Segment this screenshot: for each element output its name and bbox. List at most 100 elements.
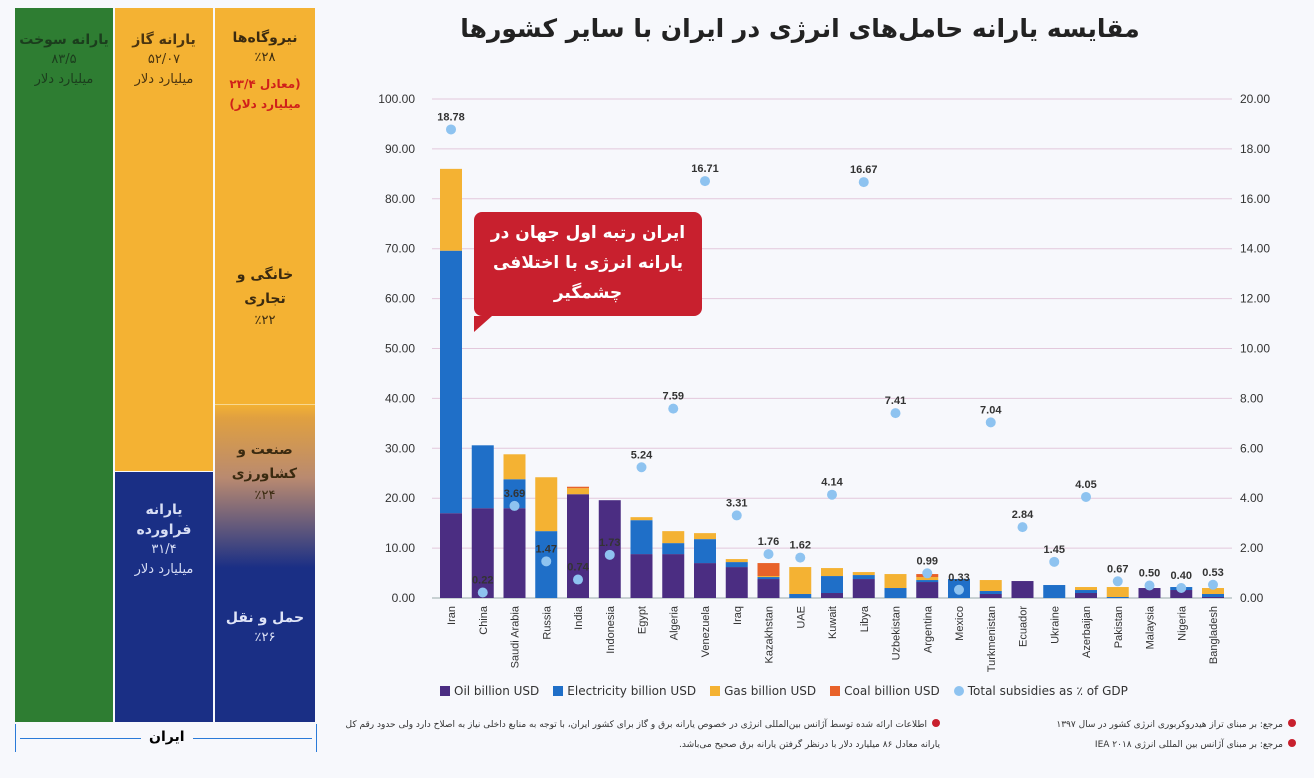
- gdp-point: [890, 408, 901, 419]
- x-tick-label: Azerbaijan: [1081, 606, 1093, 658]
- bar-electricity: [884, 588, 907, 598]
- bar-oil: [567, 494, 589, 598]
- bar-electricity: [1202, 594, 1224, 598]
- fuel-value: ۸۳/۵: [51, 52, 77, 67]
- gdp-point: [954, 584, 964, 595]
- bar-gas: [757, 576, 780, 578]
- gdp-data-label: 7.59: [663, 391, 684, 403]
- sector-transport-share: ٪۲۶: [254, 630, 276, 645]
- legend-item: Coal billion USD: [830, 684, 940, 698]
- gas-unit: میلیارد دلار: [134, 72, 194, 87]
- legend-swatch: [710, 686, 721, 696]
- x-tick-label: Russia: [541, 605, 553, 640]
- legend-swatch: [553, 686, 564, 696]
- legend-label: Coal billion USD: [844, 684, 940, 698]
- legend: Oil billion USD Electricity billion USD Ga…: [440, 684, 1128, 698]
- bar-gas: [1106, 587, 1129, 598]
- bullet-icon: [1288, 739, 1296, 747]
- bar-gas: [789, 567, 812, 595]
- sector-power-title: نیروگاه‌ها: [232, 30, 298, 46]
- gdp-data-label: 0.67: [1107, 563, 1128, 575]
- bar-electricity: [1043, 585, 1066, 598]
- x-tick-label: Iraq: [732, 606, 744, 625]
- bar-oil: [662, 554, 685, 598]
- y2-tick-label: 16.00: [1240, 192, 1270, 206]
- bar-gas: [1202, 588, 1224, 595]
- gdp-data-label: 4.14: [821, 477, 843, 489]
- sector-industry: صنعت و کشاورزی ٪۲۴: [215, 438, 315, 506]
- y-tick-label: 40.00: [385, 391, 415, 405]
- bar-electricity: [440, 250, 462, 514]
- gdp-point: [795, 552, 806, 563]
- y2-tick-label: 10.00: [1240, 342, 1270, 356]
- legend-item: Oil billion USD: [440, 684, 539, 698]
- legend-swatch: [830, 686, 841, 696]
- gdp-data-label: 0.74: [567, 562, 589, 574]
- bar-electricity: [662, 543, 685, 555]
- y2-tick-label: 6.00: [1240, 441, 1264, 455]
- reference-1: مرجع: بر مبنای تراز هیدروکربوری انرژی کش…: [1056, 715, 1296, 735]
- x-tick-label: Argentina: [922, 605, 934, 653]
- sector-power-share: ٪۲۸: [254, 50, 276, 65]
- bar-coal: [757, 563, 780, 577]
- gdp-data-label: 3.31: [726, 497, 747, 509]
- y-tick-label: 30.00: [385, 441, 415, 455]
- iran-bracket: ایران: [15, 724, 317, 752]
- bar-oil: [916, 582, 939, 598]
- y2-tick-label: 12.00: [1240, 292, 1270, 306]
- bar-gas: [694, 533, 716, 540]
- gdp-data-label: 0.50: [1139, 568, 1160, 580]
- reference-2-text: مرجع: بر مبنای آژانس بین المللی انرژی IE…: [1094, 740, 1283, 750]
- gdp-point: [636, 462, 647, 473]
- bar-electricity: [1106, 597, 1129, 598]
- bar-oil: [1075, 593, 1097, 598]
- gdp-point: [1017, 522, 1028, 533]
- bar-gas: [821, 568, 843, 577]
- sector-household-share: ٪۲۲: [254, 313, 276, 328]
- sector-household-title: خانگی و تجاری: [236, 267, 294, 307]
- y-tick-label: 50.00: [385, 342, 415, 356]
- x-tick-label: Algeria: [668, 605, 680, 640]
- bar-oil: [598, 500, 621, 598]
- bar-oil: [1138, 588, 1161, 598]
- remark-text: اطلاعات ارائه شده توسط آژانس بین‌المللی …: [345, 720, 940, 750]
- sector-industry-share: ٪۲۴: [254, 488, 276, 503]
- gdp-point: [1112, 576, 1123, 587]
- gdp-point: [827, 489, 837, 500]
- x-tick-label: Kazakhstan: [764, 606, 776, 663]
- bar-electricity: [789, 594, 812, 598]
- gdp-point: [858, 177, 869, 188]
- bar-oil: [979, 594, 1002, 598]
- y-tick-label: 10.00: [385, 541, 415, 555]
- legend-swatch: [953, 686, 964, 696]
- sector-industry-title: صنعت و کشاورزی: [231, 442, 297, 482]
- y2-tick-label: 2.00: [1240, 541, 1264, 555]
- bar-gas: [503, 454, 526, 480]
- gdp-point: [509, 500, 520, 511]
- gdp-point: [731, 510, 742, 521]
- gdp-data-label: 0.40: [1171, 570, 1192, 582]
- bar-oil: [1202, 597, 1224, 598]
- bar-gas: [440, 168, 462, 251]
- x-tick-label: Ecuador: [1018, 606, 1030, 647]
- gdp-point: [1049, 556, 1060, 567]
- gdp-point: [541, 556, 552, 567]
- sector-transport-title: حمل و نقل: [225, 610, 305, 626]
- bar-gas: [630, 517, 653, 521]
- fuel-subsidy-column: یارانه سوخت ۸۳/۵ میلیارد دلار: [15, 8, 113, 722]
- gdp-data-label: 7.04: [980, 404, 1002, 416]
- x-tick-label: Kuwait: [827, 606, 839, 639]
- gdp-data-label: 1.47: [536, 543, 557, 555]
- bar-oil: [1011, 581, 1034, 598]
- x-tick-label: China: [478, 605, 490, 635]
- bar-gas: [884, 574, 907, 589]
- x-tick-label: Venezuela: [700, 605, 712, 657]
- callout-box: ایران رتبه اول جهان در یارانه انرژی با ا…: [474, 212, 702, 332]
- gdp-data-label: 4.05: [1075, 479, 1096, 491]
- gdp-data-label: 5.24: [631, 449, 653, 461]
- sector-transport: حمل و نقل ٪۲۶: [215, 608, 315, 648]
- page-title: مقایسه یارانه حامل‌های انرژی در ایران با…: [460, 14, 1140, 43]
- bar-electricity: [979, 591, 1002, 595]
- x-tick-label: Pakistan: [1113, 606, 1125, 648]
- x-tick-label: Bangladesh: [1208, 606, 1220, 664]
